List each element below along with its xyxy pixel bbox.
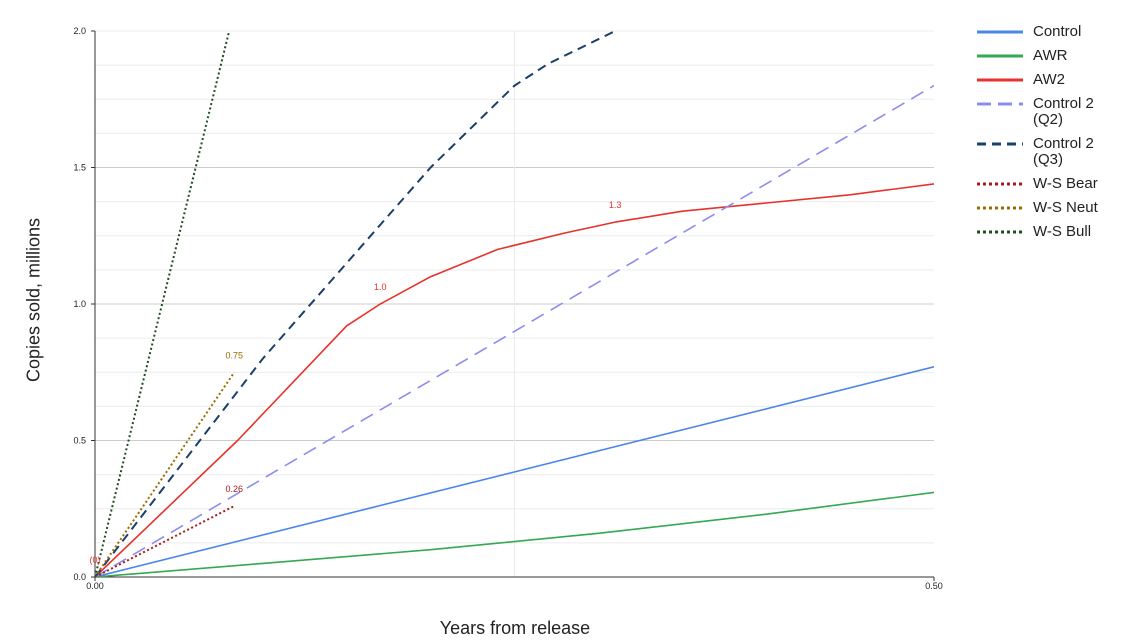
series-line-w-s-neut: [95, 371, 236, 577]
data-label: 1.0: [374, 282, 387, 292]
legend-label: Control 2 (Q2): [1033, 95, 1094, 128]
legend-label: W-S Neut: [1033, 199, 1098, 216]
legend-item: W-S Neut: [975, 200, 1135, 216]
legend-swatch: [977, 78, 1023, 82]
y-tick-label: 1.5: [73, 163, 86, 173]
data-label: 0.75: [226, 350, 244, 360]
legend-item: W-S Bull: [975, 224, 1135, 240]
y-axis-title-box: Copies sold, millions: [14, 150, 54, 450]
series-line-control: [95, 366, 934, 577]
legend-swatch: [977, 206, 1023, 210]
legend-swatch: [977, 142, 1023, 146]
series-line-aw2: [95, 183, 934, 577]
series-line-w-s-bull: [95, 31, 231, 577]
data-label: 0.26: [226, 484, 244, 494]
legend-swatch: [977, 230, 1023, 234]
x-axis-title: Years from release: [439, 618, 591, 638]
data-label: 1.3: [609, 200, 622, 210]
y-tick-label: 1.0: [73, 299, 86, 309]
legend-label: Control: [1033, 23, 1082, 40]
x-tick-label: 0.00: [86, 581, 104, 591]
y-tick-label: 0.0: [73, 572, 86, 582]
y-tick-label: 0.5: [73, 436, 86, 446]
legend-item: Control: [975, 24, 1135, 40]
legend-swatch: [977, 102, 1023, 106]
legend-label: W-S Bear: [1033, 175, 1098, 192]
legend-label: AWR: [1033, 47, 1068, 64]
legend-label: AW2: [1033, 71, 1065, 88]
data-label: (0): [90, 555, 101, 565]
legend-item: Control 2 (Q3): [975, 136, 1135, 168]
chart-legend: Control AWR AW2 Control 2 (Q2) Control 2 (Q3…: [975, 24, 1135, 248]
legend-item: Control 2 (Q2): [975, 96, 1135, 128]
y-axis-title: Copies sold, millions: [23, 217, 44, 383]
legend-swatch: [977, 54, 1023, 58]
series-line-control-2-q3: [95, 31, 616, 577]
series-line-control-2-q2: [95, 84, 934, 577]
legend-label: Control 2 (Q3): [1033, 135, 1094, 168]
legend-label: W-S Bull: [1033, 223, 1092, 240]
series-line-w-s-bear: [95, 505, 235, 577]
legend-swatch: [977, 182, 1023, 186]
y-tick-label: 2.0: [73, 26, 86, 36]
legend-swatch: [977, 30, 1023, 34]
legend-item: AW2: [975, 72, 1135, 88]
legend-item: AWR: [975, 48, 1135, 64]
x-tick-label: 0.50: [925, 581, 943, 591]
series-line-awr: [95, 491, 934, 577]
legend-item: W-S Bear: [975, 176, 1135, 192]
